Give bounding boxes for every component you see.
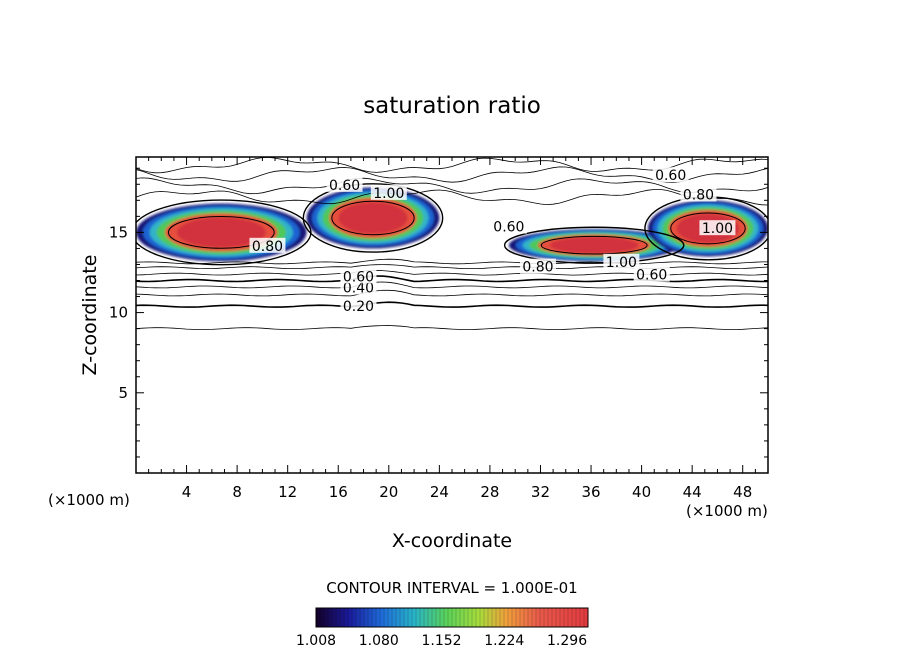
field-blob	[549, 236, 639, 254]
contour-line	[540, 235, 648, 255]
contour-line	[302, 183, 444, 253]
z-axis-unit: (×1000 m)	[48, 491, 130, 509]
contour-label: 0.80	[522, 260, 553, 276]
contour-line	[331, 200, 415, 236]
y-tick-labels: 5 10 15	[109, 223, 128, 401]
x-tick-label: 12	[278, 483, 297, 501]
x-tick-label: 36	[581, 483, 600, 501]
contour-label-bg	[680, 186, 717, 202]
contour-label: 0.60	[329, 178, 360, 194]
colorbar-gradient	[316, 608, 588, 627]
x-tick-label: 40	[632, 483, 651, 501]
contour-label-bg	[603, 253, 640, 269]
contour-label: 1.00	[606, 255, 637, 271]
x-tick-labels: 4 8 12 16 20 24 28 32 36 40 44 48	[182, 483, 752, 501]
colorbar-frame	[315, 607, 589, 628]
contour-labels: 0.200.400.600.601.000.800.600.80 1.000.60…	[249, 167, 736, 315]
contour-label: 0.60	[343, 269, 374, 285]
contour-line	[136, 258, 768, 265]
contour-label-bg	[340, 268, 377, 284]
x-axis-unit: (×1000 m)	[686, 502, 768, 520]
contour-label: 0.80	[252, 239, 283, 255]
contour-label-bg	[370, 184, 407, 200]
colorbar: 1.008 1.080 1.152 1.224 1.296	[296, 607, 589, 649]
plot-area: 0.200.400.600.601.000.800.600.80 1.000.60…	[109, 156, 769, 501]
colorbar-tick-label: 1.224	[484, 633, 524, 649]
field-blob	[338, 202, 408, 234]
contour-label-bg	[652, 167, 689, 183]
contour-label-bg	[340, 297, 377, 313]
colorbar-tick-label: 1.296	[547, 633, 587, 649]
x-tick-label: 32	[531, 483, 550, 501]
chart-title: saturation ratio	[363, 93, 541, 119]
contour-label-bg	[633, 266, 670, 282]
contour-label: 0.60	[636, 268, 667, 284]
x-tick-label: 16	[329, 483, 348, 501]
colorbar-tick-labels: 1.008 1.080 1.152 1.224 1.296	[296, 633, 587, 649]
y-tick-label: 10	[109, 304, 128, 322]
contour-line	[503, 226, 685, 264]
contour-line	[136, 301, 768, 308]
contour-line	[167, 216, 275, 249]
colorbar-stripes	[319, 608, 585, 627]
y-axis-label: Z-coordinate	[79, 255, 101, 376]
contour-label-bg	[249, 237, 286, 253]
contour-line	[136, 289, 768, 297]
y-tick-label: 5	[118, 384, 128, 402]
contour-line	[670, 212, 746, 245]
contour-interval-note: CONTOUR INTERVAL = 1.000E-01	[326, 579, 577, 597]
y-tick-label: 15	[109, 223, 128, 241]
contour-label: 0.40	[343, 281, 374, 297]
contour-label: 0.80	[683, 187, 714, 203]
contour-line	[136, 189, 768, 206]
contour-line	[136, 281, 768, 289]
x-tick-label: 4	[182, 483, 192, 501]
colorbar-tick-label: 1.008	[296, 633, 336, 649]
contour-label-bg	[490, 218, 527, 234]
x-tick-label: 48	[733, 483, 752, 501]
x-tick-label: 44	[683, 483, 702, 501]
contour-label: 1.00	[702, 221, 733, 237]
contour-label-bg	[699, 220, 736, 236]
colorbar-tick-label: 1.152	[421, 633, 461, 649]
x-tick-label: 8	[232, 483, 242, 501]
contour-label-bg	[519, 258, 556, 274]
x-tick-label: 28	[480, 483, 499, 501]
x-tick-label: 24	[430, 483, 449, 501]
contour-line	[136, 177, 768, 195]
contour-label: 0.60	[655, 168, 686, 184]
field-blob	[176, 217, 266, 248]
contour-label: 0.20	[343, 299, 374, 315]
contour-label: 1.00	[373, 186, 404, 202]
x-axis-label: X-coordinate	[392, 530, 512, 552]
contour-line	[136, 325, 768, 331]
x-tick-label: 20	[379, 483, 398, 501]
axis-ticks	[136, 157, 768, 473]
colorbar-tick-label: 1.080	[359, 633, 399, 649]
contour-label: 0.60	[493, 220, 524, 236]
contour-line	[136, 199, 312, 266]
contour-label-bg	[326, 176, 363, 192]
